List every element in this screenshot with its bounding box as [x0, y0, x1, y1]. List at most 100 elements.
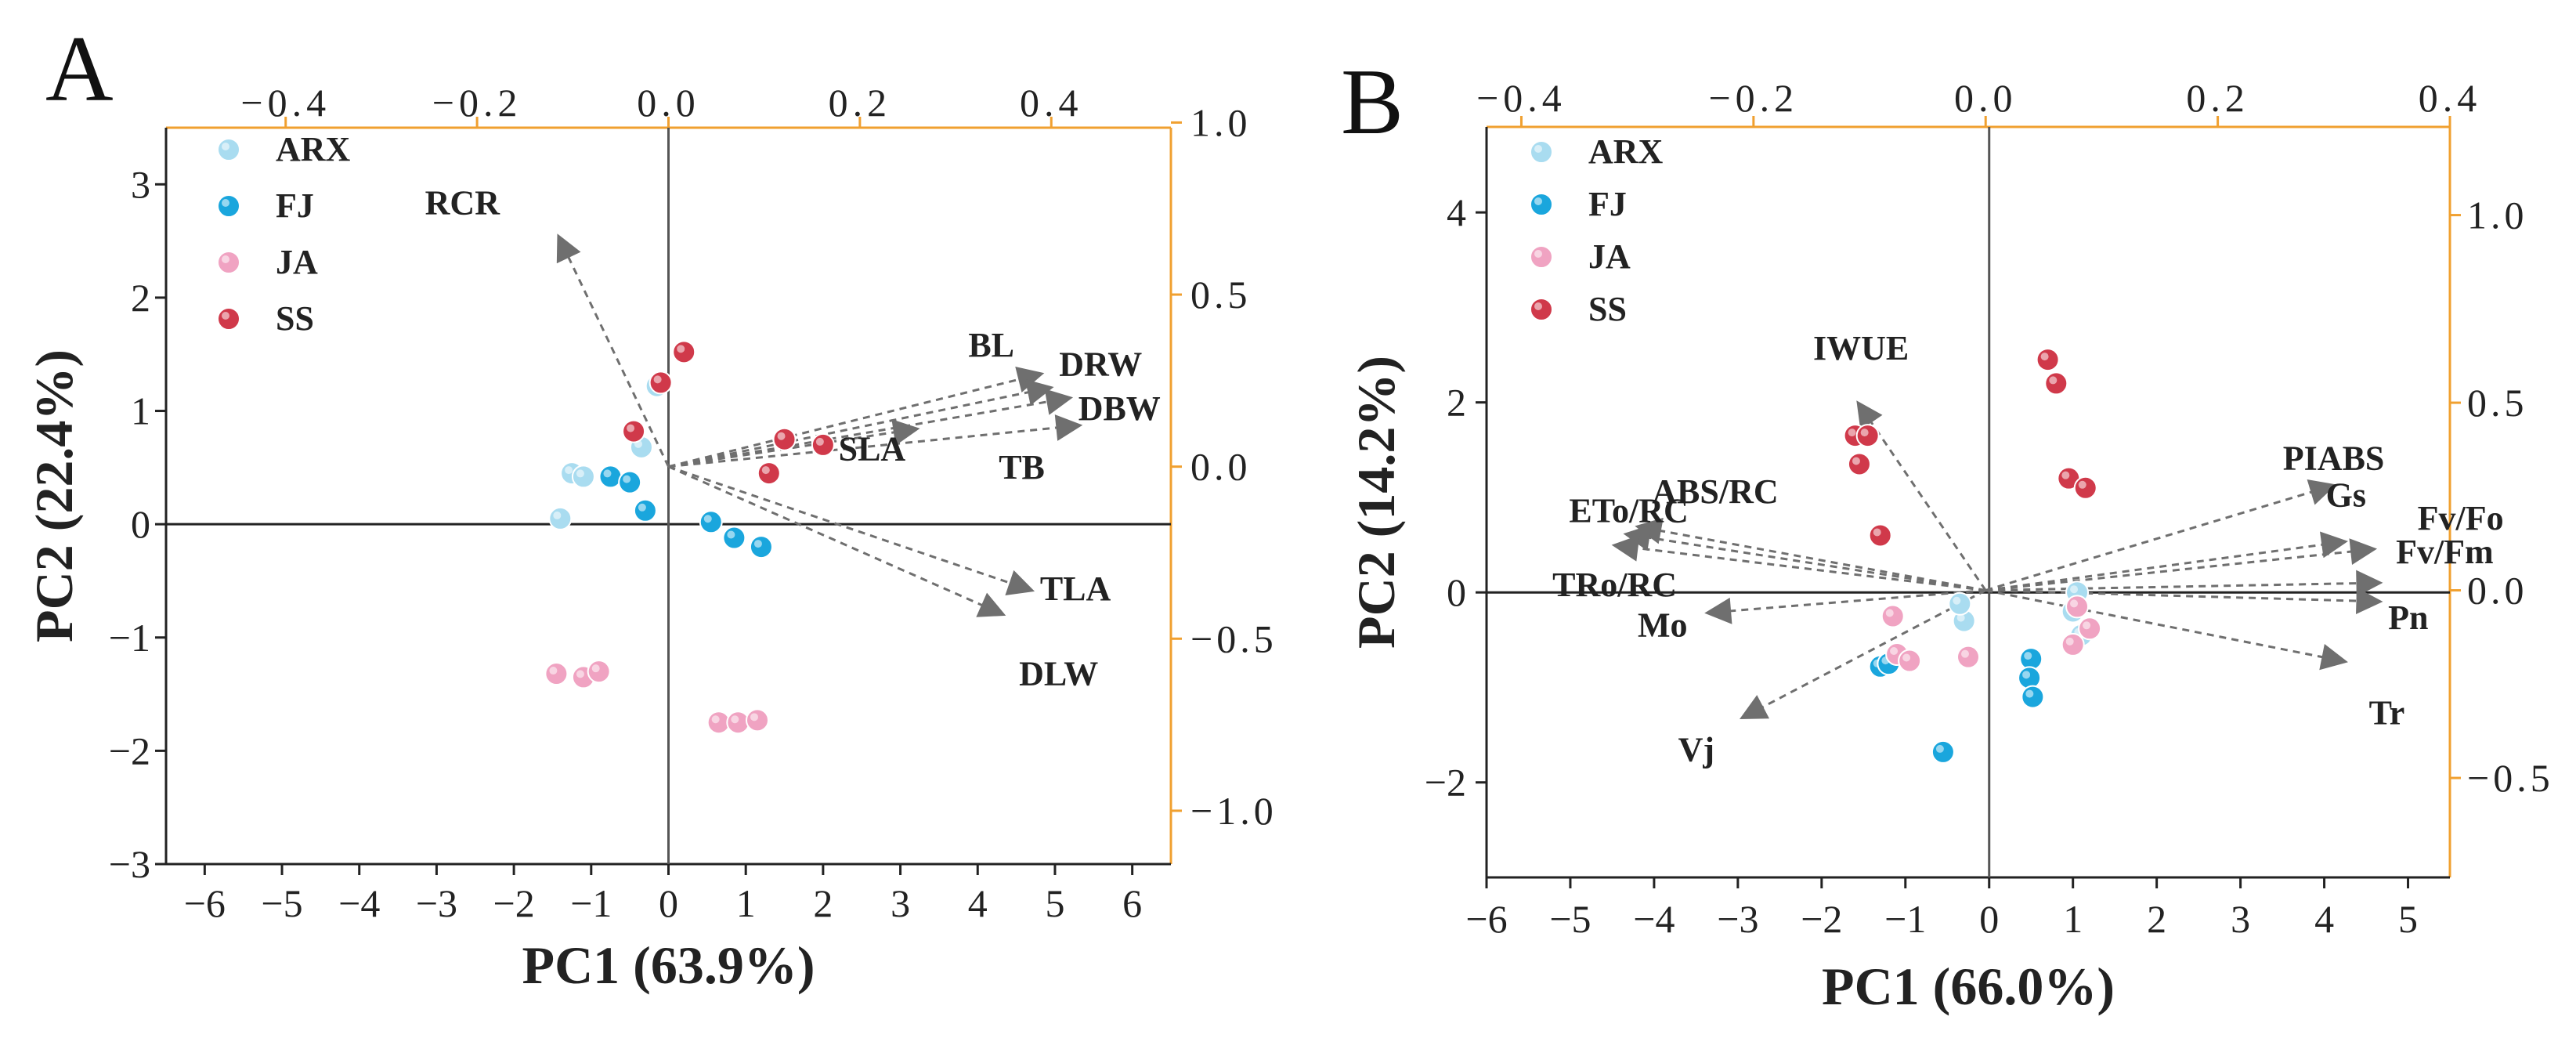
series-ss	[1843, 348, 2097, 548]
loading-label: Fv/Fo	[2418, 499, 2504, 537]
data-point-highlight	[727, 530, 735, 539]
loading-arrow	[1704, 589, 1986, 624]
loading-label: SLA	[839, 429, 906, 468]
right-tick-label: 1.0	[2467, 193, 2528, 237]
data-point-highlight	[627, 424, 635, 432]
data-point	[618, 470, 642, 494]
legend: ARX FJ JA SS	[1530, 132, 1664, 328]
x-tick-label: 4	[968, 881, 988, 925]
data-point-highlight	[711, 715, 720, 724]
loading-eto-rc: ETo/RC	[1569, 492, 1986, 592]
legend-label: SS	[276, 299, 314, 338]
data-point-highlight	[2024, 652, 2032, 660]
data-point	[672, 340, 696, 364]
loading-arrow	[1985, 588, 2383, 615]
data-point-highlight	[549, 667, 558, 675]
data-point-highlight	[591, 664, 600, 673]
data-point-highlight	[623, 475, 631, 483]
loading-arrow	[1635, 517, 1986, 592]
loading-label: Tr	[2369, 694, 2405, 732]
x-tick-label: 1	[2063, 897, 2083, 941]
loading-label: TRo/RC	[1552, 566, 1677, 604]
y-tick-label: 4	[1447, 190, 1466, 234]
data-point-highlight	[2061, 471, 2070, 479]
data-point	[649, 371, 673, 395]
loading-arrow	[668, 465, 1035, 596]
x-tick-label: −6	[1465, 897, 1507, 941]
data-point-highlight	[2078, 480, 2086, 489]
legend-label: JA	[1588, 237, 1631, 276]
data-point	[544, 662, 569, 686]
data-point-highlight	[1953, 596, 1961, 605]
data-point	[587, 660, 611, 684]
loading-arrow	[668, 419, 920, 468]
legend-marker-fj	[1530, 193, 1553, 216]
x-tick-label: 5	[1045, 881, 1064, 925]
legend-marker-ja	[1530, 245, 1553, 269]
data-point-highlight	[2025, 689, 2034, 698]
loading-tro-rc: TRo/RC	[1552, 534, 1986, 604]
legend-marker-highlight	[1534, 250, 1542, 258]
x-tick-label: 0	[659, 881, 678, 925]
data-point	[1948, 591, 1972, 616]
loading-label: DRW	[1059, 345, 1142, 384]
y-axis-title: PC2 (14.2%)	[1346, 356, 1406, 649]
series-ja	[544, 660, 769, 735]
loading-label: TLA	[1040, 570, 1111, 608]
top-tick-label: 0.2	[2186, 76, 2249, 120]
loading-abs-rc: ABS/RC	[1635, 472, 1986, 592]
data-point	[1868, 523, 1892, 548]
loading-fv-fm: Fv/Fm	[1985, 533, 2494, 597]
data-point-highlight	[2040, 353, 2049, 361]
data-point	[726, 711, 750, 735]
top-tick-label: −0.2	[432, 81, 522, 125]
data-point-highlight	[576, 469, 584, 478]
loading-tb: TB	[668, 414, 1083, 486]
data-point-highlight	[638, 503, 646, 512]
loading-arrow	[556, 233, 670, 468]
loading-arrow	[668, 366, 1045, 468]
right-tick-label: 0.0	[2467, 569, 2528, 613]
x-axis-title: PC1 (63.9%)	[522, 935, 815, 995]
legend-marker-ss	[217, 307, 240, 331]
x-tick-label: 3	[891, 881, 910, 925]
data-point-highlight	[603, 469, 612, 478]
loading-label: DBW	[1078, 389, 1161, 428]
data-point-highlight	[731, 715, 739, 724]
loading-label: Gs	[2326, 476, 2366, 514]
loading-vj: Vj	[1678, 589, 1986, 769]
loading-gs: Gs	[1985, 476, 2366, 592]
right-tick-label: −0.5	[2467, 756, 2554, 800]
top-tick-label: −0.4	[240, 81, 331, 125]
x-tick-label: −5	[261, 881, 302, 925]
x-tick-label: −1	[1884, 897, 1926, 941]
data-point-highlight	[761, 466, 770, 475]
y-tick-label: 1	[131, 389, 150, 433]
loading-label: DLW	[1019, 655, 1098, 693]
right-tick-label: −0.5	[1190, 617, 1277, 660]
loading-label: BL	[968, 326, 1014, 364]
data-point-highlight	[1852, 457, 1860, 465]
data-point	[1898, 649, 1922, 673]
loading-label: Vj	[1678, 730, 1714, 769]
loading-arrow	[667, 465, 1006, 617]
y-tick-label: −2	[1425, 761, 1466, 805]
data-point	[2073, 476, 2097, 500]
data-point	[548, 506, 573, 530]
loading-piabs: PIABS	[1985, 439, 2384, 592]
loading-arrow	[1985, 479, 2337, 592]
loading-drw: DRW	[668, 345, 1142, 468]
loading-arrow	[668, 414, 1083, 468]
y-tick-label: −2	[109, 729, 150, 772]
data-point-highlight	[653, 375, 662, 384]
data-point	[1931, 740, 1955, 764]
legend-label: ARX	[1588, 132, 1664, 171]
data-point-highlight	[2070, 585, 2079, 594]
legend-marker-highlight	[222, 143, 229, 150]
x-tick-label: 5	[2398, 897, 2418, 941]
data-point	[2036, 348, 2060, 372]
top-tick-label: −0.4	[1476, 76, 1566, 120]
data-point-highlight	[703, 515, 712, 523]
data-point-highlight	[1873, 528, 1881, 537]
